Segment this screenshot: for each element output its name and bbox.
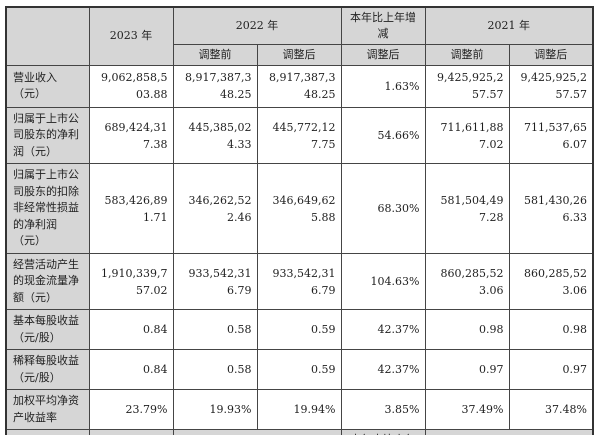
cell-2021-before: 0.98 <box>424 309 510 351</box>
cell-2023: 689,424,317.38 <box>88 106 174 165</box>
cell-change: 42.37% <box>340 349 426 391</box>
col-header-2022: 2022 年 <box>172 6 342 45</box>
table-body: 营业收入（元） 9,062,858,503.88 8,917,387,348.2… <box>5 64 594 431</box>
subheader-2021-before: 调整前 <box>424 43 510 66</box>
row-label: 归属于上市公司股东的净利润（元） <box>5 106 90 165</box>
row-label: 归属于上市公司股东的扣除非经常性损益的净利润（元） <box>5 163 90 254</box>
table-row: 营业收入（元） 9,062,858,503.88 8,917,387,348.2… <box>5 64 594 108</box>
cell-2023: 1,910,339,757.02 <box>88 252 174 311</box>
cell-2023: 583,426,891.71 <box>88 163 174 254</box>
cell-change: 104.63% <box>340 252 426 311</box>
financial-summary-table: 2023 年 2022 年 本年比上年增减 2021 年 调整前 调整后 调整后… <box>5 6 594 435</box>
cell-2022-before: 933,542,316.79 <box>172 252 258 311</box>
cell-2021-before: 581,504,497.28 <box>424 163 510 254</box>
cell-change: 68.30% <box>340 163 426 254</box>
cell-2022-before: 445,385,024.33 <box>172 106 258 165</box>
cell-2022-after: 19.94% <box>256 389 342 431</box>
subheader-2022-after: 调整后 <box>256 43 342 66</box>
cell-2022-after: 0.59 <box>256 309 342 351</box>
table-row: 经营活动产生的现金流量净额（元） 1,910,339,757.02 933,54… <box>5 252 594 311</box>
footer-corner-cell <box>5 429 90 435</box>
cell-2022-after: 8,917,387,348.25 <box>256 64 342 108</box>
header-adjust-row: 调整前 调整后 调整后 调整前 调整后 <box>6 43 594 66</box>
cell-change: 42.37% <box>340 309 426 351</box>
cell-2021-before: 711,611,887.02 <box>424 106 510 165</box>
header-year-row: 2023 年 2022 年 本年比上年增减 2021 年 <box>5 6 594 66</box>
subheader-2021-after: 调整后 <box>508 43 594 66</box>
subheader-change-after: 调整后 <box>340 43 426 66</box>
cell-change: 54.66% <box>340 106 426 165</box>
cell-2023: 0.84 <box>88 309 174 351</box>
table-row: 加权平均净资产收益率 23.79% 19.93% 19.94% 3.85% 37… <box>5 389 594 431</box>
table-row: 稀释每股收益（元/股） 0.84 0.58 0.59 42.37% 0.97 0… <box>5 349 594 391</box>
table-row: 归属于上市公司股东的净利润（元） 689,424,317.38 445,385,… <box>5 106 594 165</box>
cell-2021-before: 37.49% <box>424 389 510 431</box>
col-header-2021: 2021 年 <box>424 6 594 45</box>
cell-2022-after: 933,542,316.79 <box>256 252 342 311</box>
cell-2022-after: 346,649,625.88 <box>256 163 342 254</box>
row-label: 稀释每股收益（元/股） <box>5 349 90 391</box>
cell-2021-after: 0.98 <box>508 309 594 351</box>
cell-2022-before: 8,917,387,348.25 <box>172 64 258 108</box>
row-label: 基本每股收益（元/股） <box>5 309 90 351</box>
table-row: 归属于上市公司股东的扣除非经常性损益的净利润（元） 583,426,891.71… <box>5 163 594 254</box>
cell-2021-before: 0.97 <box>424 349 510 391</box>
footer-header-2021: 2021 年末 <box>424 429 594 435</box>
cell-change: 1.63% <box>340 64 426 108</box>
cell-change: 3.85% <box>340 389 426 431</box>
cell-2021-after: 860,285,523.06 <box>508 252 594 311</box>
cell-2021-after: 711,537,656.07 <box>508 106 594 165</box>
cell-2021-after: 581,430,266.33 <box>508 163 594 254</box>
cell-2023: 0.84 <box>88 349 174 391</box>
row-label: 营业收入（元） <box>5 64 90 108</box>
cell-2023: 23.79% <box>88 389 174 431</box>
cell-2022-before: 19.93% <box>172 389 258 431</box>
cell-2023: 9,062,858,503.88 <box>88 64 174 108</box>
subheader-2022-before: 调整前 <box>172 43 258 66</box>
col-header-change: 本年比上年增减 <box>340 6 426 45</box>
footer-header-2022: 2022 年末 <box>172 429 342 435</box>
footer-header-2023: 2023 年末 <box>88 429 174 435</box>
row-label: 经营活动产生的现金流量净额（元） <box>5 252 90 311</box>
cell-2021-after: 37.48% <box>508 389 594 431</box>
cell-2022-before: 0.58 <box>172 309 258 351</box>
cell-2021-after: 0.97 <box>508 349 594 391</box>
cell-2021-after: 9,425,925,257.57 <box>508 64 594 108</box>
cell-2022-before: 346,262,522.46 <box>172 163 258 254</box>
footer-header-change: 本年末比上年末增减 <box>340 429 426 435</box>
table-footer: 2023 年末 2022 年末 本年末比上年末增减 2021 年末 调整前 调整… <box>5 429 594 435</box>
cell-2021-before: 860,285,523.06 <box>424 252 510 311</box>
cell-2021-before: 9,425,925,257.57 <box>424 64 510 108</box>
footer-year-row: 2023 年末 2022 年末 本年末比上年末增减 2021 年末 <box>5 429 594 435</box>
cell-2022-after: 0.59 <box>256 349 342 391</box>
corner-cell <box>5 6 90 66</box>
row-label: 加权平均净资产收益率 <box>5 389 90 431</box>
table-header: 2023 年 2022 年 本年比上年增减 2021 年 调整前 调整后 调整后… <box>5 6 594 66</box>
col-header-2023: 2023 年 <box>88 6 174 66</box>
cell-2022-after: 445,772,127.75 <box>256 106 342 165</box>
table-row: 基本每股收益（元/股） 0.84 0.58 0.59 42.37% 0.98 0… <box>5 309 594 351</box>
cell-2022-before: 0.58 <box>172 349 258 391</box>
